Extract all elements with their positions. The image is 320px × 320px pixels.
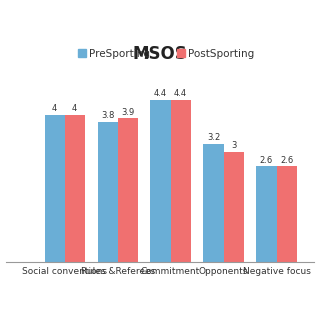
Text: 4: 4 bbox=[52, 104, 57, 113]
Bar bbox=[171, 100, 191, 262]
Legend: PreSporting, PostSporting: PreSporting, PostSporting bbox=[74, 45, 259, 63]
Text: 2.6: 2.6 bbox=[260, 156, 273, 164]
Text: 3: 3 bbox=[231, 141, 236, 150]
Text: 4.4: 4.4 bbox=[154, 89, 167, 98]
Text: 2.6: 2.6 bbox=[280, 156, 293, 164]
Title: MSOS: MSOS bbox=[132, 45, 188, 63]
Bar bbox=[65, 115, 85, 262]
Bar bbox=[224, 152, 244, 262]
Bar bbox=[44, 115, 65, 262]
Text: 3.8: 3.8 bbox=[101, 111, 114, 120]
Bar bbox=[276, 166, 297, 262]
Text: 3.2: 3.2 bbox=[207, 133, 220, 142]
Text: 4.4: 4.4 bbox=[174, 89, 187, 98]
Bar bbox=[256, 166, 276, 262]
Bar bbox=[98, 122, 118, 262]
Text: 4: 4 bbox=[72, 104, 77, 113]
Text: 3.9: 3.9 bbox=[121, 108, 134, 116]
Bar bbox=[150, 100, 171, 262]
Bar bbox=[204, 144, 224, 262]
Bar bbox=[118, 118, 138, 262]
